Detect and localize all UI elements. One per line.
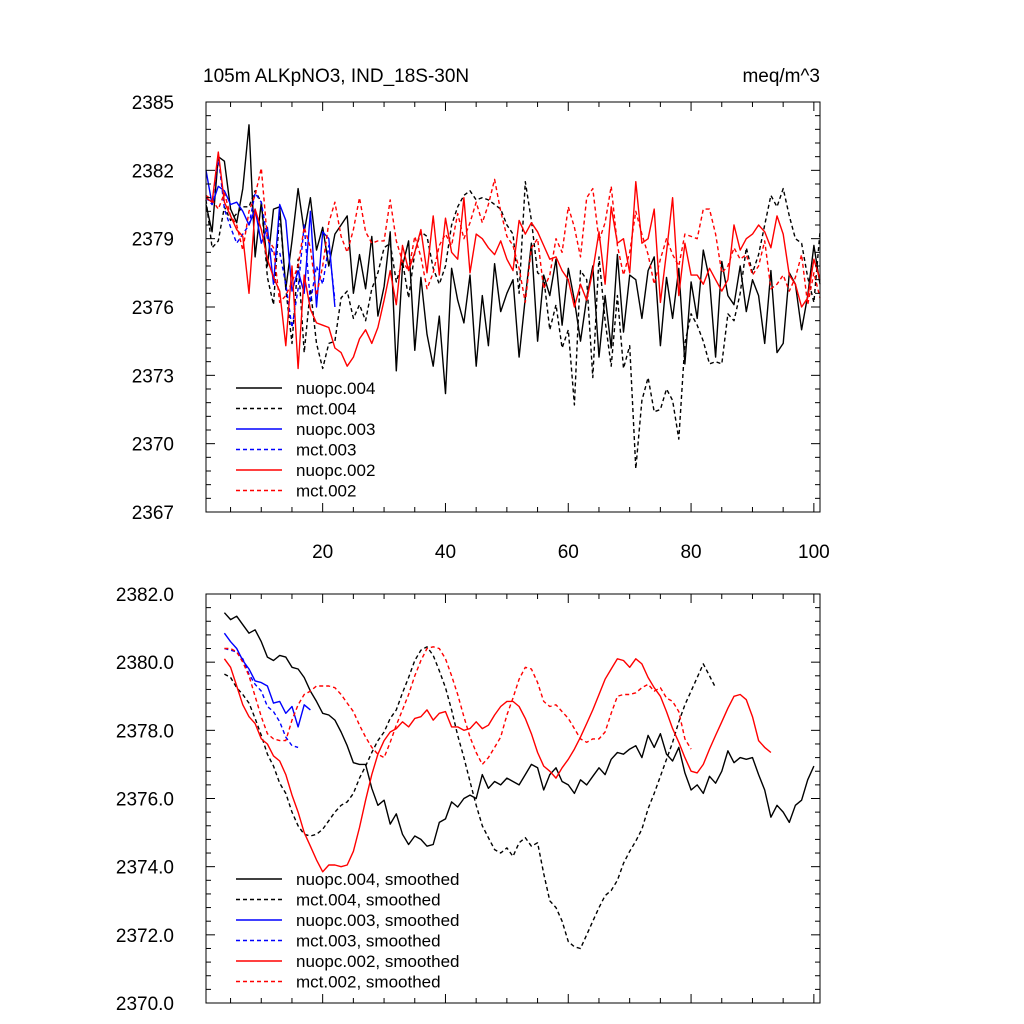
series-line-mct-002: [205, 167, 821, 306]
x-tick-label: 60: [558, 542, 579, 563]
legend-label: nuopc.004: [296, 379, 375, 398]
y-tick-label: 2379: [132, 230, 174, 251]
y-tick-label: 2373: [132, 366, 174, 387]
series-line-nuopc-004: [205, 124, 821, 395]
legend-label: mct.003, smoothed: [296, 932, 441, 951]
series-line-mct-002-smoothed: [224, 646, 692, 766]
series-line-mct-004-smoothed: [224, 646, 717, 950]
series-line-mct-003: [205, 155, 336, 329]
y-tick-label: 2382: [132, 161, 174, 182]
x-tick-label: 20: [312, 542, 333, 563]
y-tick-label: 2382.0: [116, 585, 174, 606]
chart-title: 105m ALKpNO3, IND_18S-30N: [203, 66, 469, 87]
legend-label: nuopc.003: [296, 420, 375, 439]
series-line-nuopc-003: [205, 170, 336, 308]
y-tick-label: 2372.0: [116, 926, 174, 947]
y-tick-label: 2385: [132, 93, 174, 114]
units-label: meq/m^3: [742, 66, 820, 87]
y-tick-label: 2370: [132, 435, 174, 456]
series-line-mct-003-smoothed: [224, 647, 299, 749]
y-tick-label: 2367: [132, 503, 174, 524]
legend-label: mct.002, smoothed: [296, 973, 441, 992]
series-line-nuopc-002: [205, 151, 821, 370]
y-tick-label: 2380.0: [116, 653, 174, 674]
legend-label: nuopc.003, smoothed: [296, 911, 460, 930]
y-tick-label: 2374.0: [116, 858, 174, 879]
series-line-mct-004: [205, 180, 821, 470]
legend-label: mct.004: [296, 400, 356, 419]
legend-label: nuopc.004, smoothed: [296, 870, 460, 889]
y-tick-label: 2376: [132, 298, 174, 319]
x-tick-label: 40: [435, 542, 456, 563]
panel-top-raw: 105m ALKpNO3, IND_18S-30N meq/m^3 2367 23…: [132, 66, 830, 563]
series-line-nuopc-002-smoothed: [223, 658, 772, 873]
y-tick-label: 2378.0: [116, 721, 174, 742]
legend-label: nuopc.002, smoothed: [296, 952, 460, 971]
y-tick-label: 2370.0: [116, 994, 174, 1015]
x-tick-label: 100: [798, 542, 830, 563]
series-line-nuopc-003-smoothed: [223, 632, 311, 728]
legend-label: mct.004, smoothed: [296, 891, 441, 910]
legend-label: mct.002: [296, 482, 356, 501]
legend-label: mct.003: [296, 441, 356, 460]
x-tick-label: 80: [680, 542, 701, 563]
legend-label: nuopc.002: [296, 461, 375, 480]
series-line-nuopc-004-smoothed: [223, 612, 815, 847]
y-tick-label: 2376.0: [116, 790, 174, 811]
panel-bottom-smoothed: 2370.0 2372.0 2374.0 2376.0 2378.0 2380.0 2382…: [116, 585, 821, 1015]
